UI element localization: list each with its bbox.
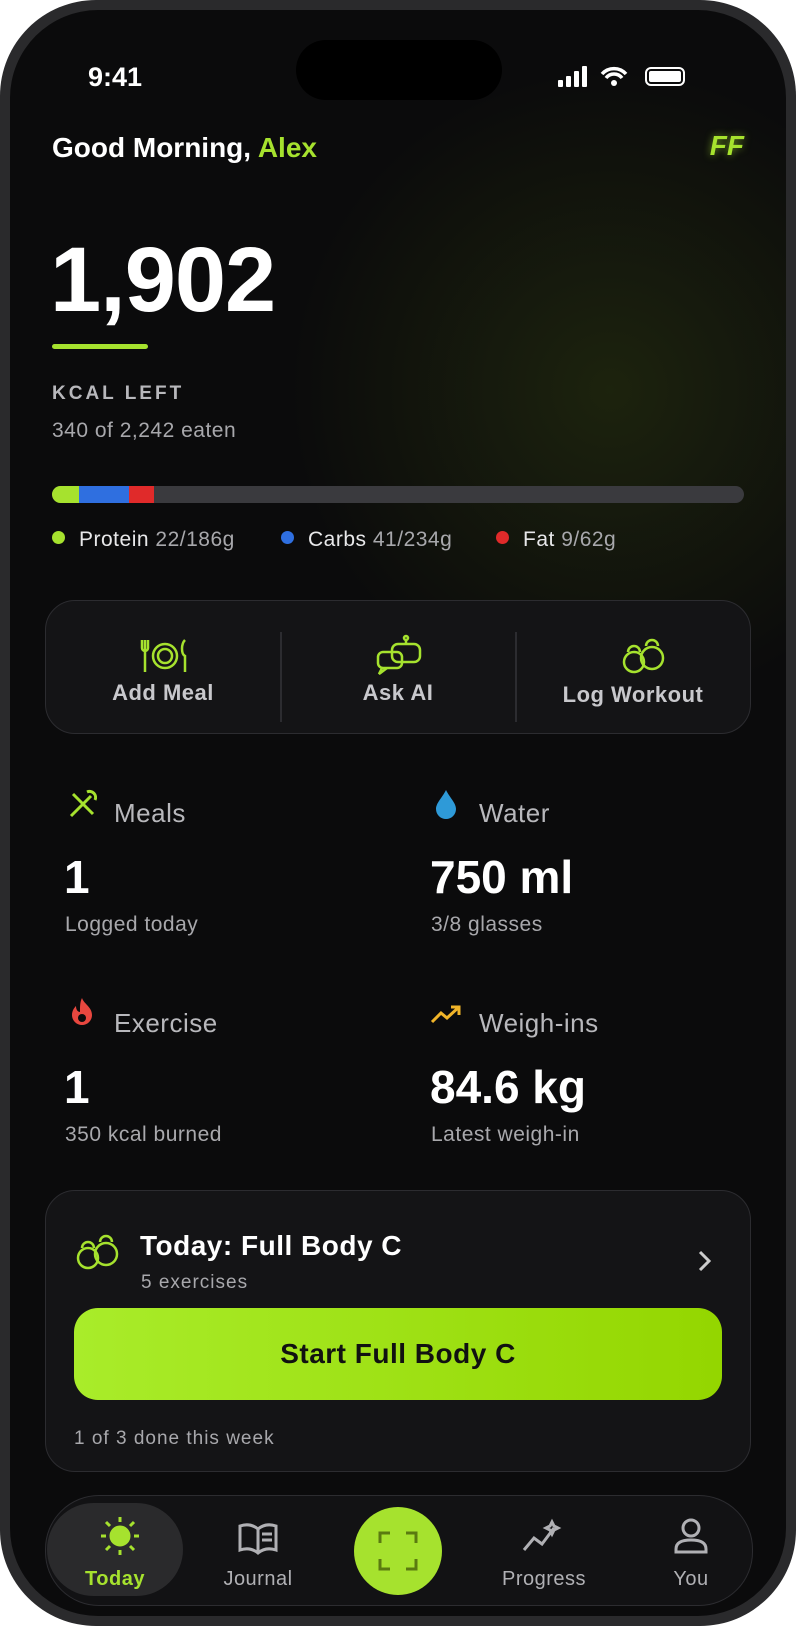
start-button[interactable]: Start Full Body C	[74, 1308, 722, 1400]
nav-label[interactable]: Journal	[223, 1568, 293, 1590]
stat-sub: 3/8 glasses	[431, 913, 543, 936]
action-label[interactable]: Add Meal	[112, 680, 214, 705]
workout-card-icon	[76, 1234, 119, 1270]
you-icon	[674, 1518, 708, 1554]
exercise-icon	[72, 998, 92, 1025]
calories-eaten: 340 of 2,242 eaten	[52, 419, 237, 442]
logo[interactable]: FF	[709, 130, 744, 161]
calories-left: 1,902	[50, 229, 276, 331]
macro-bar	[52, 486, 744, 503]
stat-label: Exercise	[114, 1008, 218, 1038]
workout-subtitle: 5 exercises	[141, 1272, 249, 1293]
workout-footer: 1 of 3 done this week	[74, 1428, 275, 1449]
macro-protein: Protein 22/186g	[52, 528, 235, 552]
macro-name: Protein	[79, 528, 150, 551]
underline	[52, 344, 148, 349]
screen: 9:41 Good Morning, Alex FF 1,902 KCAL LE…	[10, 10, 786, 1616]
macro-amount: 41/234g	[372, 528, 453, 551]
macro-name: Fat	[523, 528, 555, 551]
bar-fat	[129, 486, 154, 503]
greeting: Good Morning, Alex	[52, 132, 317, 164]
stat-value: 1	[64, 851, 90, 903]
stat-sub: 350 kcal burned	[65, 1123, 222, 1146]
bar-carbs	[79, 486, 129, 503]
macro-carbs: Carbs 41/234g	[281, 528, 452, 552]
meals-icon	[69, 789, 98, 818]
divider	[515, 632, 517, 722]
status-time: 9:41	[88, 62, 143, 92]
journal-icon	[238, 1523, 278, 1555]
progress-icon	[522, 1518, 562, 1551]
calories-label: KCAL LEFT	[52, 383, 185, 404]
dynamic-island	[296, 40, 502, 100]
macro-amount: 22/186g	[155, 528, 235, 551]
workout-icon	[622, 638, 665, 674]
stat-sub: Latest weigh-in	[431, 1123, 580, 1146]
ai-icon	[376, 634, 422, 675]
status-icons	[558, 66, 685, 87]
nav-label[interactable]: You	[673, 1568, 709, 1590]
nav-label[interactable]: Progress	[501, 1568, 587, 1590]
macro-name: Carbs	[308, 528, 367, 551]
today-icon	[101, 1517, 139, 1555]
weight-icon	[430, 1005, 461, 1024]
meal-icon	[140, 639, 187, 672]
macro-fat: Fat 9/62g	[496, 528, 616, 552]
scan-button[interactable]	[354, 1507, 442, 1595]
active-tab[interactable]	[47, 1503, 183, 1596]
user-name: Alex	[257, 132, 317, 163]
stat-value: 84.6 kg	[430, 1061, 586, 1113]
stat-label: Weigh-ins	[479, 1008, 599, 1038]
stat-value: 1	[64, 1061, 90, 1113]
water-icon	[436, 790, 456, 819]
action-label[interactable]: Ask AI	[362, 680, 434, 705]
stat-value: 750 ml	[430, 851, 574, 903]
stat-label: Water	[479, 798, 550, 828]
nav-label[interactable]: Today	[85, 1568, 145, 1590]
scan-icon	[378, 1531, 418, 1571]
bar-protein	[52, 486, 79, 503]
stat-label: Meals	[114, 798, 186, 828]
chevron[interactable]	[698, 1250, 712, 1272]
stat-sub: Logged today	[65, 913, 199, 936]
workout-title: Today: Full Body C	[140, 1230, 403, 1261]
greeting-text: Good Morning,	[52, 132, 252, 163]
action-label[interactable]: Log Workout	[562, 682, 704, 707]
divider	[280, 632, 282, 722]
macro-amount: 9/62g	[561, 528, 617, 551]
